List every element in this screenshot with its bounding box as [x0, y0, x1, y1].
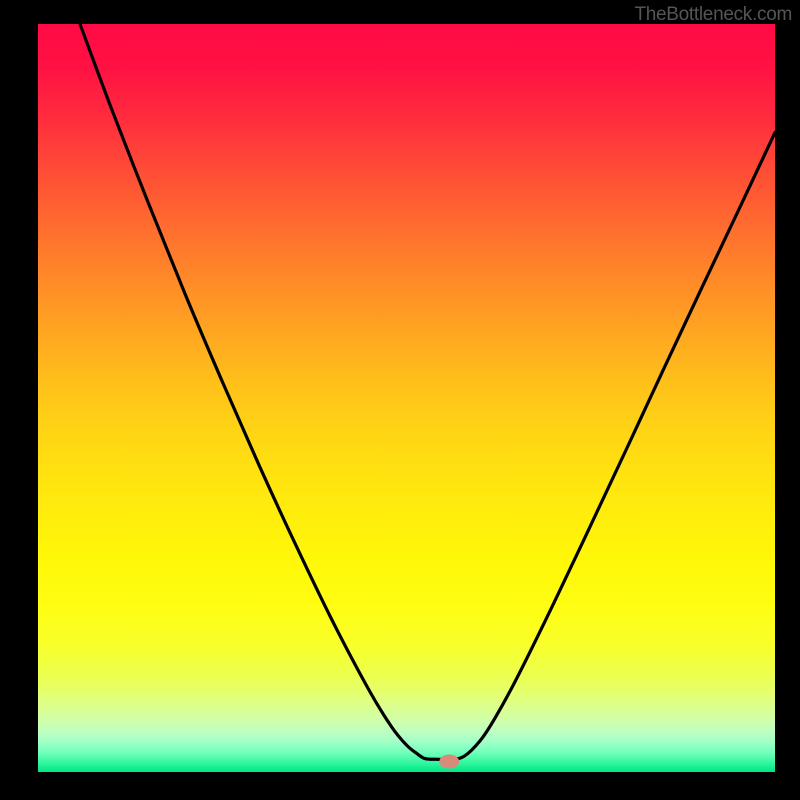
gradient-plot-area — [38, 24, 775, 772]
chart-svg — [0, 0, 800, 800]
optimal-point-marker — [439, 755, 459, 769]
chart-container: TheBottleneck.com — [0, 0, 800, 800]
watermark-text: TheBottleneck.com — [634, 4, 792, 26]
